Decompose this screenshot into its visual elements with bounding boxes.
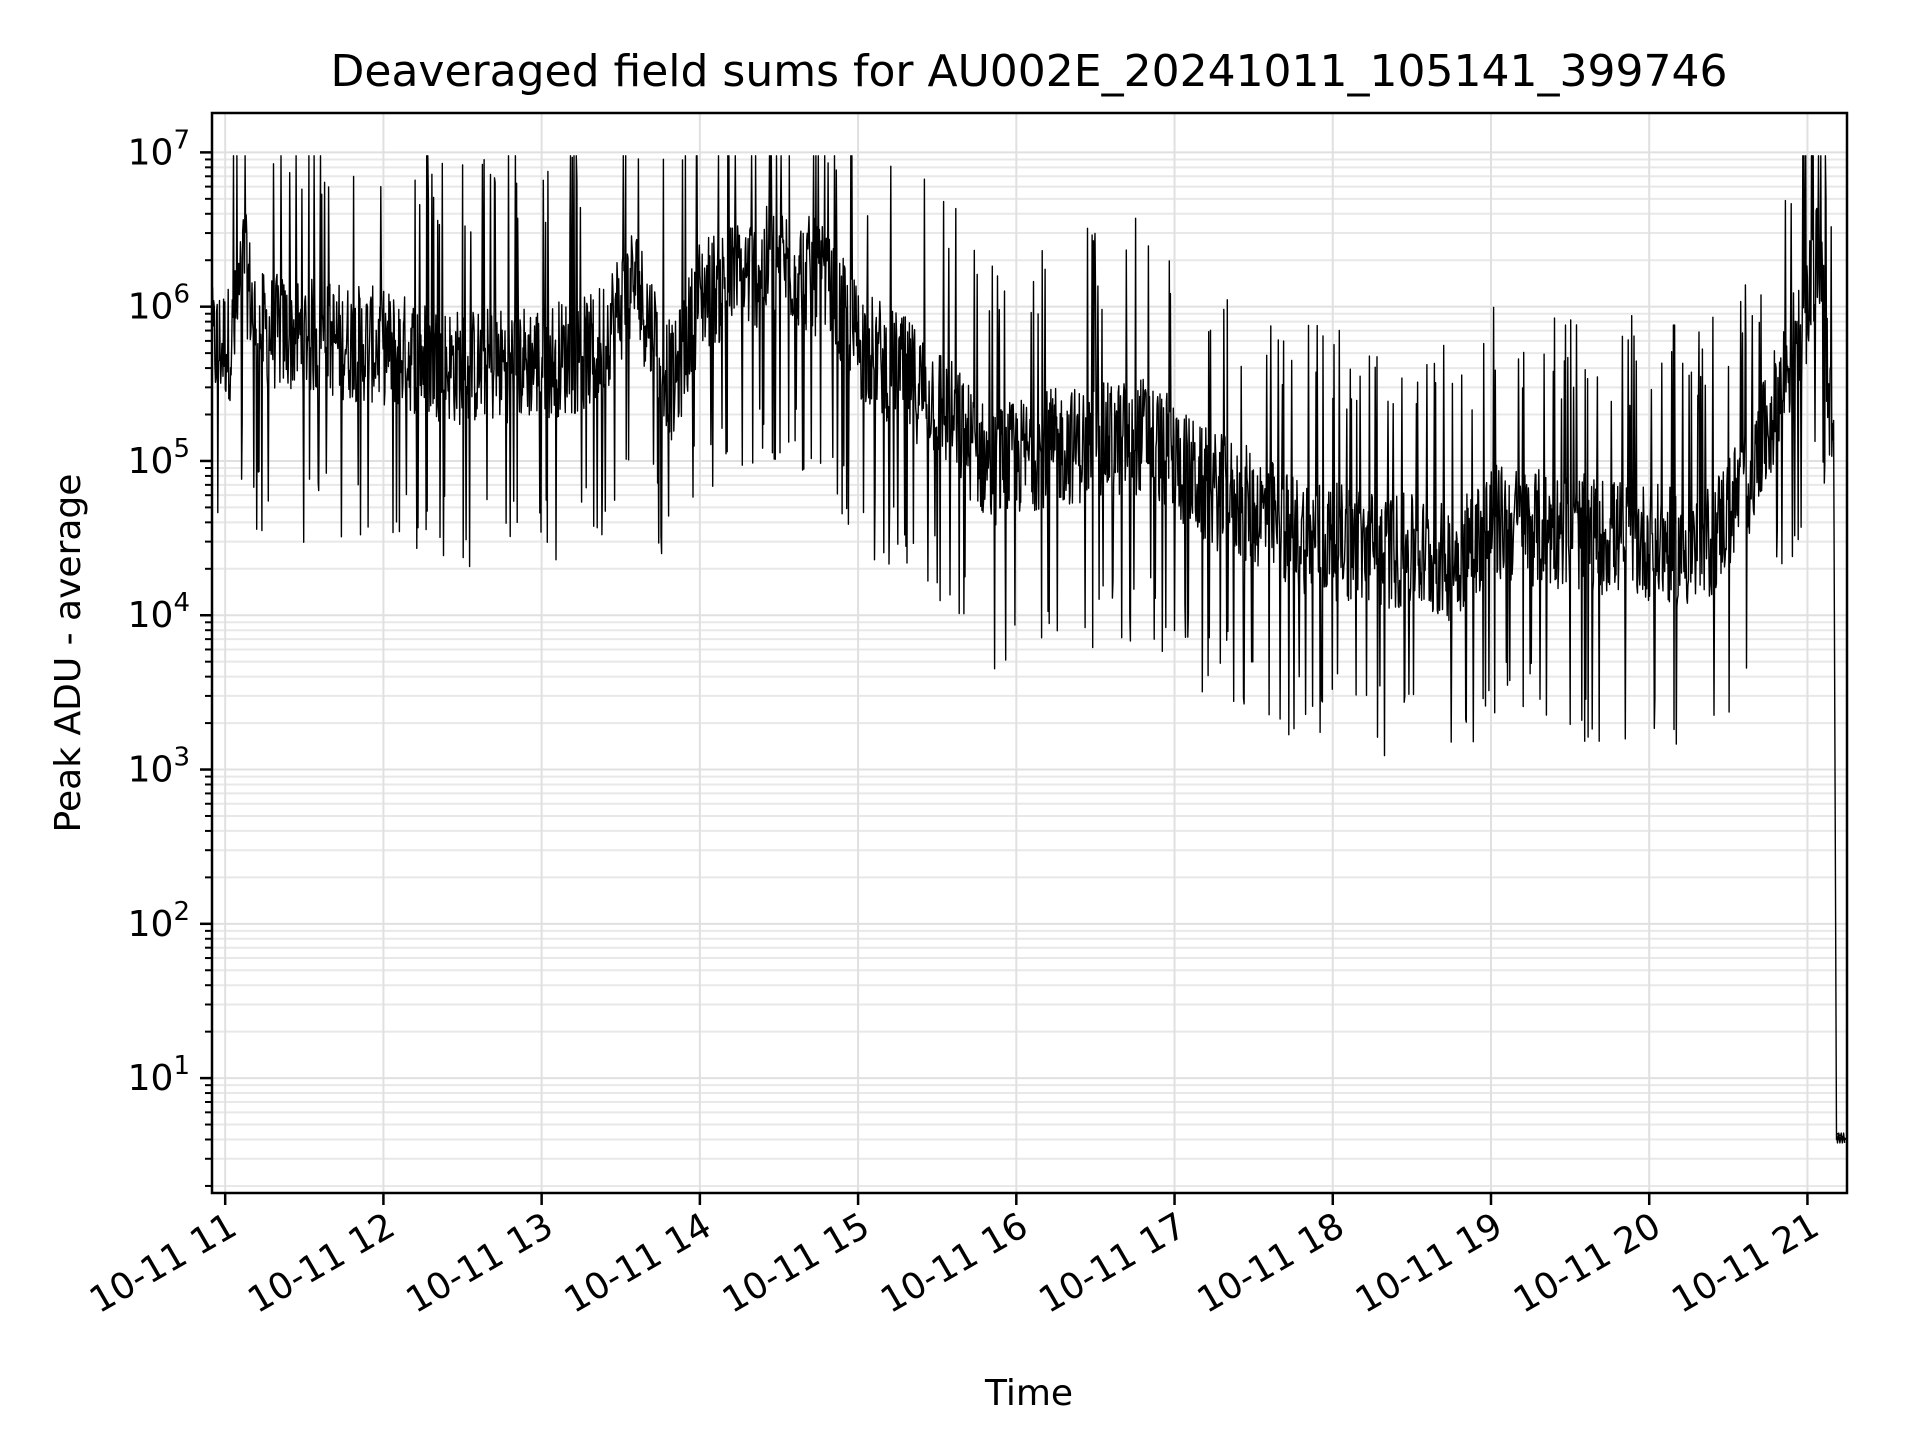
y-tick-label: 102 <box>128 897 190 945</box>
y-tick-label: 105 <box>128 434 190 482</box>
series-group <box>211 155 1848 1144</box>
series-line <box>211 155 1848 1144</box>
y-axis-label: Peak ADU - average <box>48 474 89 833</box>
chart-title: Deaveraged field sums for AU002E_2024101… <box>331 46 1728 97</box>
x-axis-label: Time <box>984 1373 1073 1414</box>
y-tick-label: 106 <box>128 280 190 328</box>
y-tick-label: 104 <box>128 588 190 636</box>
y-tick-label: 103 <box>128 743 190 791</box>
y-tick-label: 101 <box>128 1051 190 1099</box>
y-tick-label: 107 <box>128 125 190 173</box>
plot-frame <box>210 111 1849 1195</box>
